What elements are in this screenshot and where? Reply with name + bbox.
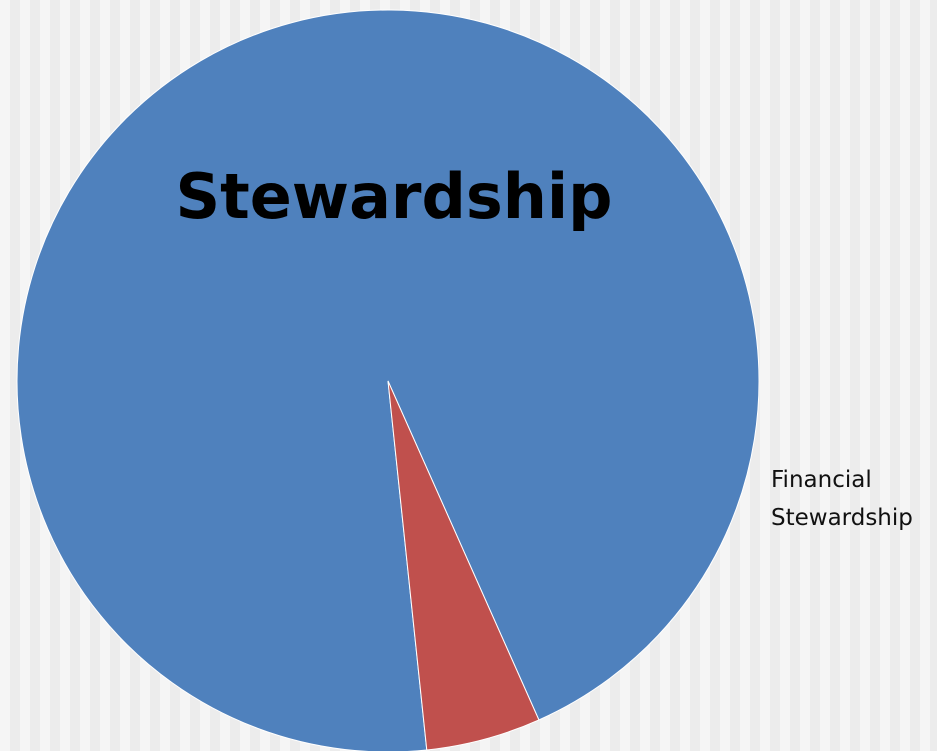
- pie-slices: [16, 9, 760, 751]
- financial-stewardship-label-line-2: Stewardship: [771, 505, 913, 531]
- pie-slice-financial-stewardship: [387, 380, 540, 751]
- pie-slice-stewardship: [16, 9, 760, 751]
- stewardship-slice-label: Stewardship: [175, 160, 612, 233]
- financial-stewardship-label-line-1: Financial: [771, 467, 872, 493]
